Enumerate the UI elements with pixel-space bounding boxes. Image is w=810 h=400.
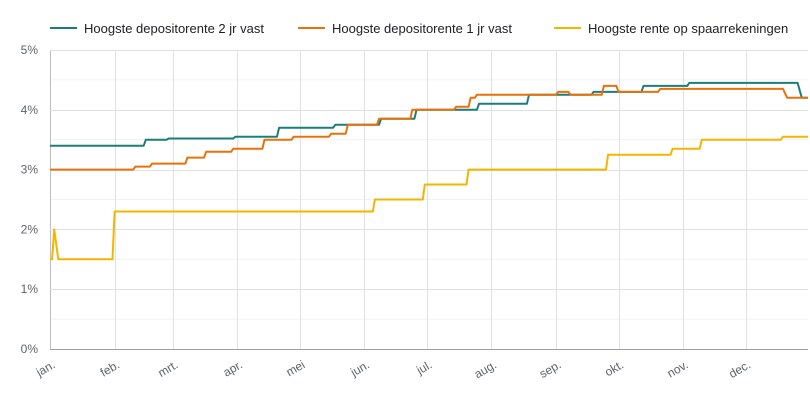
legend-label: Hoogste depositorente 1 jr vast [332, 21, 512, 36]
y-tick-label: 2% [21, 222, 39, 236]
x-tick-label: feb. [98, 357, 122, 379]
series-line [50, 81, 808, 147]
y-tick-label: 4% [21, 103, 39, 117]
x-tick-label: nov. [665, 357, 691, 380]
legend-label: Hoogste depositorente 2 jr vast [84, 21, 264, 36]
series-line [50, 84, 808, 171]
x-tick-label: mei [284, 357, 308, 379]
x-tick-label: aug. [472, 357, 499, 381]
x-tick-label: okt. [602, 357, 626, 379]
legend-label: Hoogste rente op spaarrekeningen [588, 21, 788, 36]
x-tick-label: jul. [413, 357, 434, 377]
y-tick-label: 3% [21, 163, 39, 177]
x-tick-label: sep. [537, 357, 564, 380]
x-tick-label: jun. [347, 357, 372, 379]
series-line [50, 135, 808, 261]
y-tick-label: 5% [21, 43, 39, 57]
y-tick-label: 0% [21, 342, 39, 356]
x-tick-label: jan. [33, 357, 58, 379]
x-tick-label: mrt. [155, 357, 180, 379]
x-tick-label: apr. [221, 357, 245, 379]
x-tick-label: dec. [726, 357, 753, 380]
y-tick-label: 1% [21, 282, 39, 296]
